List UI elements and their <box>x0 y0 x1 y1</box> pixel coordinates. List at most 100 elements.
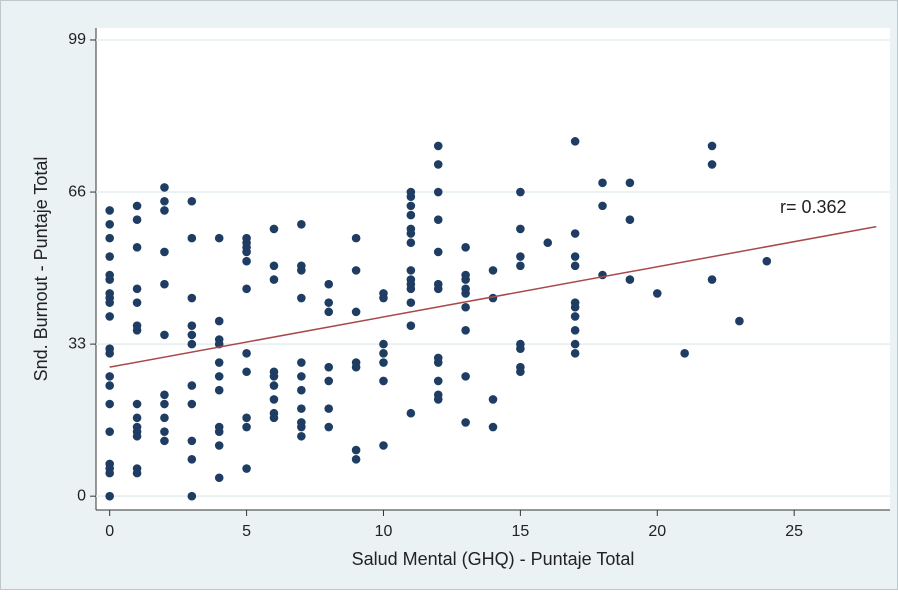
point <box>516 187 525 197</box>
point <box>269 275 279 284</box>
point <box>242 247 251 257</box>
point <box>105 381 114 390</box>
point <box>269 413 279 423</box>
point <box>570 229 580 238</box>
point <box>214 385 224 395</box>
point <box>242 413 251 423</box>
point <box>214 233 224 243</box>
point <box>269 224 279 234</box>
point <box>570 325 580 335</box>
point <box>242 464 251 473</box>
point <box>187 399 197 409</box>
point <box>214 358 224 367</box>
point <box>570 339 580 349</box>
point <box>160 436 169 446</box>
point <box>214 441 224 450</box>
point <box>187 455 197 464</box>
point <box>406 229 416 238</box>
point <box>269 261 279 271</box>
point <box>160 399 169 409</box>
point <box>488 395 498 404</box>
point <box>652 289 662 298</box>
point <box>461 302 470 312</box>
point <box>297 293 306 303</box>
point <box>269 381 279 390</box>
point <box>324 362 334 372</box>
point <box>297 358 306 367</box>
point <box>406 284 416 294</box>
point <box>735 316 744 326</box>
point <box>297 422 306 432</box>
point <box>406 408 416 418</box>
point <box>351 307 361 317</box>
point <box>707 275 717 284</box>
point <box>625 178 635 188</box>
point <box>379 358 388 367</box>
point <box>187 330 197 340</box>
point <box>187 233 197 243</box>
point <box>132 215 142 224</box>
point <box>570 261 580 271</box>
point <box>570 349 580 358</box>
point <box>105 468 114 478</box>
point <box>406 321 416 330</box>
point <box>132 468 142 478</box>
point <box>160 196 169 206</box>
point <box>105 233 114 243</box>
point <box>187 196 197 206</box>
point <box>707 160 717 169</box>
point <box>132 413 142 423</box>
point <box>680 349 689 358</box>
point <box>105 206 114 215</box>
point <box>160 183 169 192</box>
point <box>214 316 224 326</box>
point <box>762 256 772 266</box>
x-tick-label: 25 <box>785 523 803 540</box>
point <box>433 284 443 294</box>
point <box>379 349 388 358</box>
point <box>132 325 142 335</box>
point <box>406 266 416 275</box>
point <box>105 427 114 436</box>
point <box>379 293 388 303</box>
point <box>406 298 416 307</box>
point <box>461 289 470 298</box>
point <box>406 238 416 248</box>
point <box>433 160 443 169</box>
point <box>461 275 470 284</box>
point <box>488 266 498 275</box>
point <box>132 284 142 294</box>
point <box>187 491 197 501</box>
point <box>516 261 525 271</box>
point <box>433 247 443 257</box>
point <box>351 266 361 275</box>
point <box>324 376 334 386</box>
point <box>242 422 251 432</box>
point <box>433 141 443 151</box>
point <box>105 491 114 501</box>
point <box>160 330 169 340</box>
point <box>433 376 443 386</box>
point <box>132 399 142 409</box>
point <box>160 247 169 257</box>
point <box>105 372 114 381</box>
point <box>516 224 525 234</box>
point <box>132 201 142 211</box>
point <box>187 339 197 349</box>
point <box>406 201 416 211</box>
point <box>433 215 443 224</box>
point <box>324 404 334 413</box>
point <box>242 349 251 358</box>
point <box>105 399 114 409</box>
point <box>351 233 361 243</box>
point <box>625 215 635 224</box>
point <box>461 243 470 252</box>
point <box>105 298 114 307</box>
point <box>351 362 361 372</box>
point <box>160 279 169 289</box>
point <box>105 312 114 321</box>
point <box>570 137 580 146</box>
point <box>297 404 306 413</box>
point <box>516 367 525 377</box>
